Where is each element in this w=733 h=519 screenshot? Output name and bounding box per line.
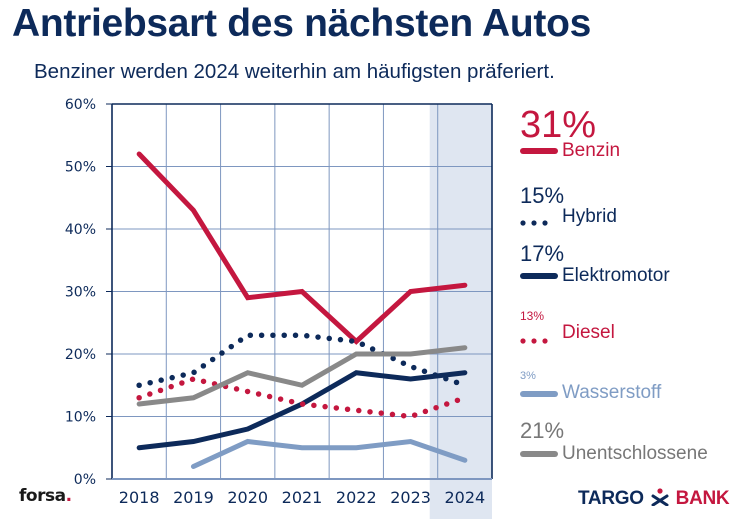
legend-value-wasserstoff: 3%: [520, 370, 536, 382]
legend-swatch-hybrid: [520, 213, 558, 226]
legend-value-elektro: 17%: [520, 241, 565, 266]
series-hybrid: [136, 332, 468, 388]
series-wasserstoff: [190, 438, 468, 469]
legend-label-hybrid: Hybrid: [562, 206, 617, 227]
legend-swatch-elektro: [520, 273, 558, 279]
targobank-x-icon: [651, 488, 669, 507]
chart-title: Antriebsart des nächsten Autos: [12, 2, 592, 45]
ytick-label: 50%: [65, 160, 96, 176]
series-line-hybrid: [136, 332, 468, 388]
legend-value-hybrid: 15%: [520, 183, 565, 208]
legend-swatch-wasserstoff: [520, 391, 558, 397]
forsa-text: forsa: [19, 486, 66, 506]
legend-value-diesel: 13%: [520, 309, 545, 323]
ytick-label: 20%: [65, 347, 96, 363]
legend-label-wasserstoff: Wasserstoff: [562, 382, 662, 403]
series-unentschlossene: [136, 345, 468, 407]
series-line-benzin: [136, 151, 468, 345]
series-line-diesel: [136, 376, 468, 420]
xtick-label: 2019: [173, 488, 214, 507]
legend-label-unentschlossene: Unentschlossene: [562, 443, 708, 464]
xtick-label: 2024: [444, 488, 485, 507]
ytick-label: 30%: [65, 285, 96, 301]
targobank-logo-left: TARGO: [578, 488, 644, 509]
series-line-wasserstoff: [190, 438, 468, 469]
legend-label-elektro: Elektromotor: [562, 265, 670, 286]
series-benzin: [136, 151, 468, 345]
legend-swatch-unentschlossene: [520, 451, 558, 457]
legend-value-benzin: 31%: [520, 104, 597, 146]
xtick-label: 2022: [336, 488, 377, 507]
legend-swatch-benzin: [520, 148, 558, 154]
forsa-logo: forsa.: [19, 486, 72, 506]
legend-label-diesel: Diesel: [562, 322, 615, 343]
series-line-unentschlossene: [136, 345, 468, 407]
targobank-logo: TARGO BANK: [578, 488, 730, 510]
legend-label-benzin: Benzin: [562, 140, 621, 161]
ytick-label: 60%: [65, 97, 96, 113]
xtick-label: 2020: [227, 488, 268, 507]
ytick-label: 40%: [65, 222, 96, 238]
ytick-label: 10%: [65, 410, 96, 426]
xtick-label: 2023: [390, 488, 431, 507]
series-diesel: [136, 376, 468, 420]
chart-subtitle: Benziner werden 2024 weiterhin am häufig…: [34, 60, 555, 83]
targobank-logo-right: BANK: [675, 488, 730, 509]
legend-swatch-diesel: [520, 331, 558, 344]
legend-value-unentschlossene: 21%: [520, 418, 565, 443]
forsa-dot: .: [65, 486, 72, 506]
xtick-label: 2021: [282, 488, 323, 507]
ytick-label: 0%: [74, 472, 96, 488]
xtick-label: 2018: [119, 488, 160, 507]
